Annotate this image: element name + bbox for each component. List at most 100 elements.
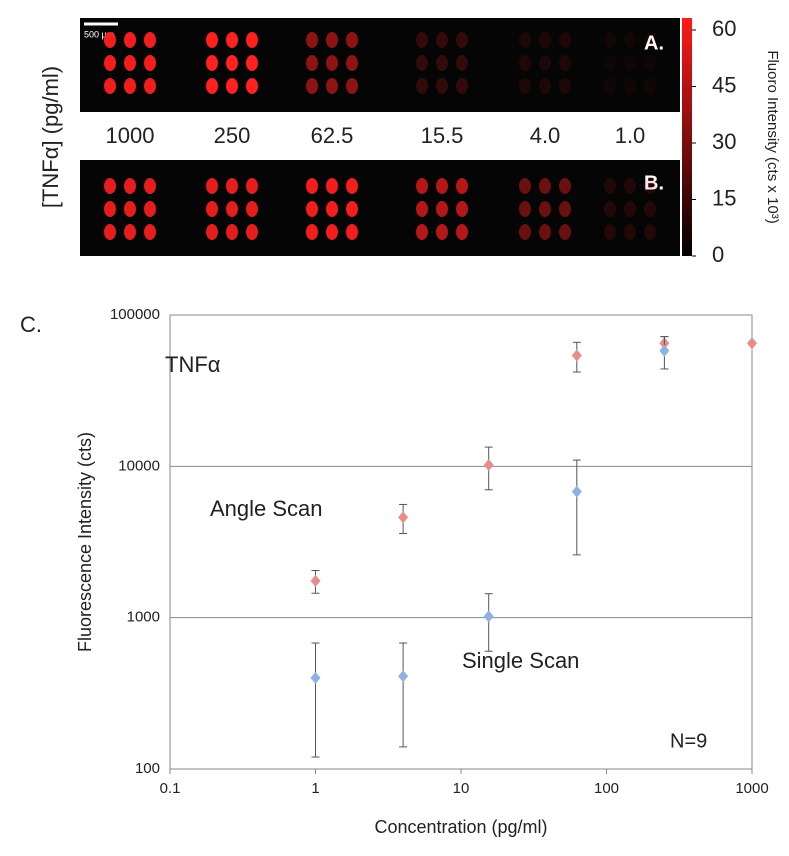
spot	[644, 55, 656, 71]
x-tick-label: 0.1	[160, 780, 181, 797]
x-axis-label: Concentration (pg/ml)	[374, 817, 547, 837]
y-tick-label: 100000	[110, 306, 160, 323]
point	[310, 671, 321, 684]
spot	[559, 224, 571, 240]
colorbar	[682, 18, 692, 256]
spot	[246, 224, 258, 240]
spot	[436, 224, 448, 240]
spot	[346, 55, 358, 71]
annotation: Angle Scan	[210, 496, 323, 521]
spot	[559, 32, 571, 48]
concentration-label: 1.0	[615, 123, 646, 148]
spot	[124, 78, 136, 94]
concentration-label: 4.0	[530, 123, 561, 148]
spot	[206, 78, 218, 94]
point	[483, 610, 494, 623]
scale-bar-label: 500 µm	[84, 29, 114, 39]
spot	[456, 78, 468, 94]
spot	[104, 55, 116, 71]
spot	[624, 55, 636, 71]
spot	[519, 32, 531, 48]
spot	[436, 201, 448, 217]
x-tick-label: 1	[311, 780, 319, 797]
spot	[104, 178, 116, 194]
image-strip-b	[80, 160, 680, 256]
spot	[226, 178, 238, 194]
spot	[326, 32, 338, 48]
point	[659, 344, 670, 357]
spot	[306, 178, 318, 194]
spot	[624, 224, 636, 240]
annotation: Single Scan	[462, 648, 579, 673]
spot	[436, 178, 448, 194]
concentration-label: 15.5	[421, 123, 464, 148]
spot	[604, 224, 616, 240]
colorbar-tick-label: 15	[712, 185, 736, 210]
point	[747, 337, 757, 350]
spot	[559, 201, 571, 217]
spot	[104, 201, 116, 217]
spot	[104, 32, 116, 48]
spot	[206, 55, 218, 71]
spot	[416, 55, 428, 71]
concentration-label: 62.5	[311, 123, 354, 148]
spot	[144, 55, 156, 71]
spot	[326, 201, 338, 217]
row-label: A.	[644, 32, 664, 54]
spot	[644, 224, 656, 240]
colorbar-tick-label: 0	[712, 242, 724, 267]
spot	[326, 55, 338, 71]
spot	[144, 178, 156, 194]
annotation: TNFα	[165, 352, 221, 377]
colorbar-tick-label: 45	[712, 72, 736, 97]
spot	[624, 201, 636, 217]
spot	[624, 178, 636, 194]
point	[398, 511, 409, 524]
spot	[104, 224, 116, 240]
spot	[644, 78, 656, 94]
spot	[519, 55, 531, 71]
spot	[306, 32, 318, 48]
spot	[124, 224, 136, 240]
spot	[456, 224, 468, 240]
concentration-label: 1000	[106, 123, 155, 148]
spot	[436, 55, 448, 71]
spot	[346, 32, 358, 48]
spot	[206, 32, 218, 48]
colorbar-tick-label: 30	[712, 129, 736, 154]
colorbar-label: Fluoro Intensity (cts x 10³)	[764, 50, 781, 223]
spot	[246, 55, 258, 71]
spot	[326, 78, 338, 94]
spot	[144, 32, 156, 48]
spot	[456, 32, 468, 48]
spot	[456, 178, 468, 194]
spot	[124, 178, 136, 194]
spot	[539, 78, 551, 94]
spot	[416, 78, 428, 94]
image-strip-a	[80, 18, 680, 112]
spot	[246, 178, 258, 194]
spot	[306, 55, 318, 71]
point	[310, 574, 321, 587]
spot	[306, 201, 318, 217]
spot	[206, 201, 218, 217]
point	[571, 349, 582, 362]
spot	[559, 55, 571, 71]
spot	[206, 178, 218, 194]
spot	[104, 78, 116, 94]
spot	[346, 224, 358, 240]
spot	[559, 78, 571, 94]
concentration-label: 250	[214, 123, 251, 148]
spot	[539, 224, 551, 240]
spot	[519, 224, 531, 240]
spot	[644, 32, 656, 48]
spot	[124, 55, 136, 71]
spot	[346, 201, 358, 217]
point	[398, 670, 409, 683]
y-axis-label: Fluorescence Intensity (cts)	[75, 432, 95, 652]
row-label: B.	[644, 172, 664, 194]
spot	[456, 201, 468, 217]
spot	[436, 32, 448, 48]
